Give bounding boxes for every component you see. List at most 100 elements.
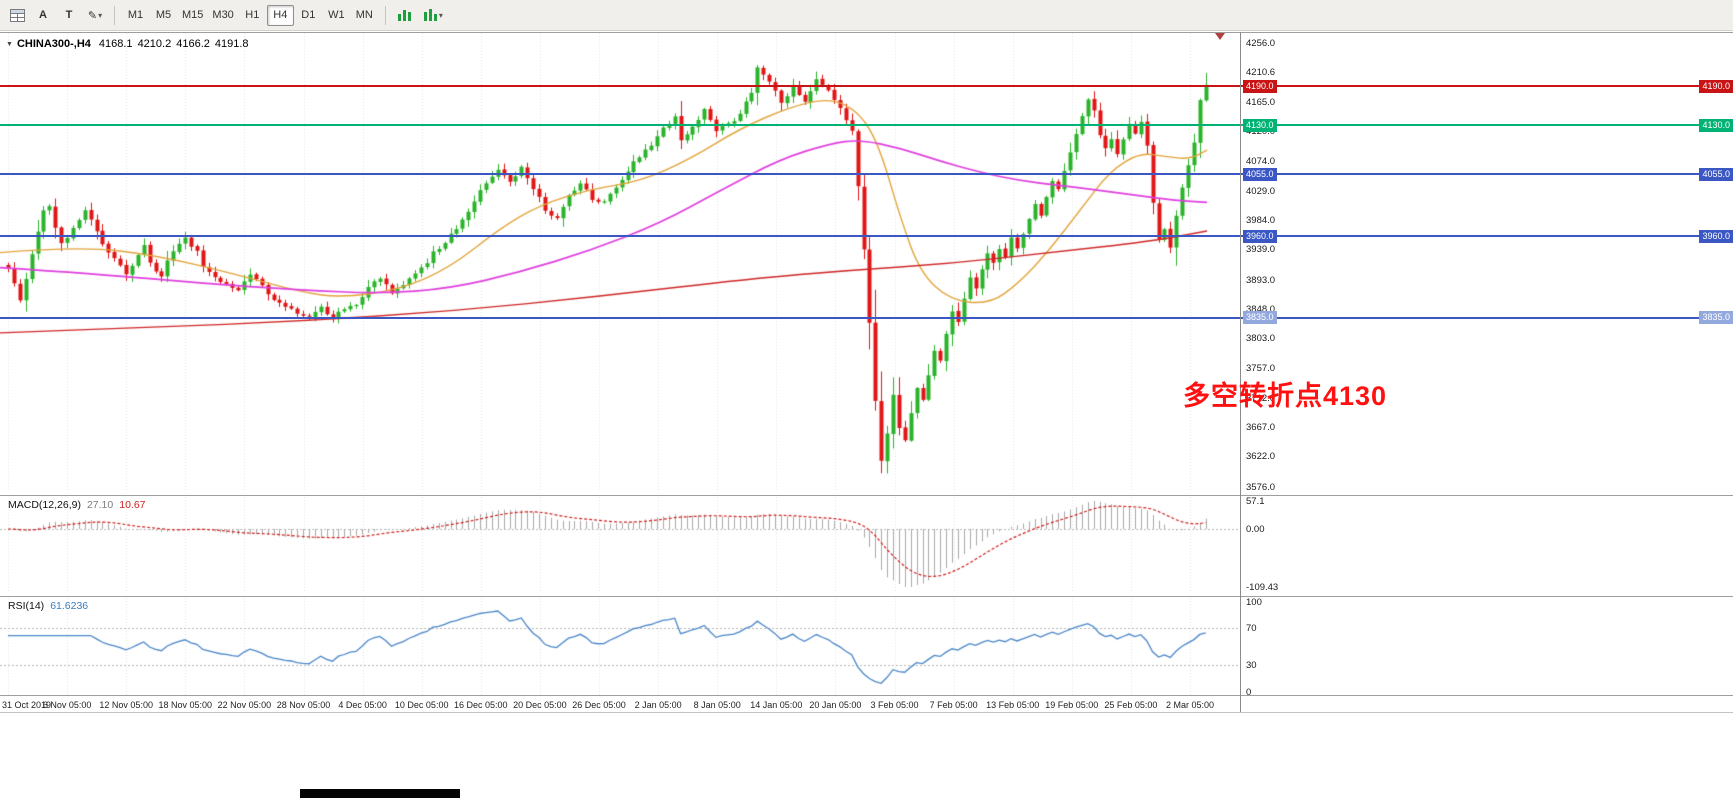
price-tick-label: 3757.0 <box>1246 363 1276 375</box>
toolbar: A T ✎ ▾ M1 M5 M15 M30 H1 H4 D1 W1 MN ▾ <box>0 0 1733 31</box>
chart-title: ▼ CHINA300-,H4 4168.1 4210.2 4166.2 4191.8 <box>6 38 254 50</box>
macd-canvas[interactable] <box>0 497 1240 591</box>
main-chart-canvas[interactable] <box>0 33 1240 491</box>
timeframe-button-h4[interactable]: H4 <box>266 4 294 26</box>
price-badge-right-4130.0: 4130.0 <box>1699 118 1733 132</box>
chart-shift-marker[interactable] <box>1215 33 1225 40</box>
date-tick-label: 31 Oct 2019 <box>2 700 52 710</box>
timeframe-button-w1[interactable]: W1 <box>328 9 345 21</box>
price-badge-right-4190.0: 4190.0 <box>1699 79 1733 93</box>
timeframe-button-d1[interactable]: D1 <box>301 9 316 21</box>
timeframe-button-m5[interactable]: M5 <box>155 9 172 21</box>
price-badge-3960.0: 3960.0 <box>1243 229 1277 243</box>
bottom-bar-artifact <box>300 789 460 798</box>
macd-name: MACD(12,26,9) <box>8 499 81 511</box>
date-tick-label: 19 Feb 05:00 <box>1045 700 1099 710</box>
macd-main-value: 27.10 <box>86 499 114 511</box>
date-tick-label: 28 Nov 05:00 <box>276 700 331 710</box>
date-tick-label: 2 Mar 05:00 <box>1165 700 1215 710</box>
low-value: 4166.2 <box>176 38 210 50</box>
chart-type-icon[interactable] <box>393 5 417 26</box>
toolbar-separator <box>384 5 386 25</box>
date-tick-label: 22 Nov 05:00 <box>217 700 272 710</box>
price-tick-label: 4120.0 <box>1246 126 1276 138</box>
price-badge-right-4055.0: 4055.0 <box>1699 167 1733 181</box>
open-value: 4168.1 <box>98 38 133 50</box>
date-tick-label: 16 Dec 05:00 <box>454 700 508 710</box>
macd-axis-label: 57.1 <box>1246 495 1265 507</box>
price-badge-right-3835.0: 3835.0 <box>1699 311 1733 325</box>
date-tick-label: 7 Feb 05:00 <box>929 700 978 710</box>
indicators-icon[interactable]: ▾ <box>419 5 447 26</box>
price-tick-label: 4165.0 <box>1246 96 1276 108</box>
rsi-label: RSI(14) 61.6236 <box>8 600 88 612</box>
draw-tool-button[interactable]: ✎ ▾ <box>83 5 107 26</box>
date-tick-label: 10 Dec 05:00 <box>394 700 449 710</box>
rsi-axis-label: 100 <box>1246 596 1262 608</box>
date-tick-label: 20 Jan 05:00 <box>809 700 862 710</box>
time-axis-separator <box>0 695 1733 696</box>
hline-4190.0[interactable] <box>0 85 1733 88</box>
date-tick-label: 26 Dec 05:00 <box>572 700 626 710</box>
rsi-panel-separator[interactable] <box>0 596 1733 597</box>
timeframe-button-m15[interactable]: M15 <box>182 9 204 21</box>
chevron-down-icon: ▾ <box>438 10 443 20</box>
collapse-icon[interactable]: ▼ <box>6 40 13 48</box>
timeframe-button-h1[interactable]: H1 <box>245 9 260 21</box>
pointer-tool-button[interactable]: A <box>39 9 47 21</box>
rsi-axis-label: 0 <box>1246 686 1252 698</box>
grid-icon[interactable] <box>5 5 29 26</box>
date-tick-label: 25 Feb 05:00 <box>1104 700 1158 710</box>
text-tool-button[interactable]: T <box>65 9 73 21</box>
pen-icon: ✎ <box>87 9 98 22</box>
price-badge-right-3960.0: 3960.0 <box>1699 229 1733 243</box>
rsi-axis-label: 30 <box>1246 659 1257 671</box>
hline-3960.0[interactable] <box>0 235 1733 238</box>
toolbar-separator <box>114 5 115 25</box>
rsi-axis-label: 70 <box>1246 622 1257 634</box>
timeframe-button-m1[interactable]: M1 <box>127 9 144 21</box>
symbol-label: CHINA300-,H4 <box>16 38 91 50</box>
price-axis-border <box>1240 32 1241 712</box>
rsi-canvas[interactable] <box>0 598 1240 695</box>
price-tick-label: 3893.0 <box>1246 274 1276 286</box>
macd-label: MACD(12,26,9) 27.10 10.67 <box>8 499 146 511</box>
price-badge-4055.0: 4055.0 <box>1243 167 1277 181</box>
price-tick-label: 3576.0 <box>1246 481 1276 493</box>
macd-axis-label: -109.43 <box>1246 581 1279 593</box>
date-tick-label: 8 Jan 05:00 <box>693 700 741 710</box>
annotation-text: 多空转折点4130 <box>1183 381 1388 411</box>
price-tick-label: 3848.0 <box>1246 303 1276 315</box>
chevron-down-icon: ▾ <box>98 10 103 20</box>
date-tick-label: 12 Nov 05:00 <box>99 700 153 710</box>
close-value: 4191.8 <box>214 38 249 50</box>
date-tick-label: 14 Jan 05:00 <box>750 700 803 710</box>
rsi-value: 61.6236 <box>50 600 89 612</box>
price-tick-label: 4074.0 <box>1246 156 1276 168</box>
date-tick-label: 13 Feb 05:00 <box>986 700 1040 710</box>
timeframe-buttons: M1 M5 M15 M30 H1 H4 D1 W1 MN <box>122 4 378 26</box>
macd-panel-separator[interactable] <box>0 495 1733 496</box>
price-tick-label: 3667.0 <box>1246 422 1276 434</box>
price-tick-label: 3622.0 <box>1246 451 1276 463</box>
price-tick-label: 4256.0 <box>1246 37 1276 49</box>
date-tick-label: 20 Dec 05:00 <box>513 700 567 710</box>
date-tick-label: 18 Nov 05:00 <box>158 700 213 710</box>
price-tick-label: 3939.0 <box>1246 244 1276 256</box>
hline-4055.0[interactable] <box>0 173 1733 176</box>
price-badge-4130.0: 4130.0 <box>1243 118 1277 132</box>
price-tick-label: 3984.0 <box>1246 215 1276 227</box>
timeframe-button-mn[interactable]: MN <box>355 9 373 21</box>
high-value: 4210.2 <box>137 38 172 50</box>
hline-4130.0[interactable] <box>0 124 1733 127</box>
date-tick-label: 3 Feb 05:00 <box>870 700 919 710</box>
timeframe-button-m30[interactable]: M30 <box>212 9 234 21</box>
hline-3835.0[interactable] <box>0 316 1733 319</box>
date-tick-label: 2 Jan 05:00 <box>634 700 682 710</box>
chart-top-border <box>0 32 1733 33</box>
macd-axis-label: 0.00 <box>1246 523 1265 535</box>
price-tick-label: 3803.0 <box>1246 333 1276 345</box>
price-badge-3835.0: 3835.0 <box>1243 311 1277 325</box>
date-tick-label: 6 Nov 05:00 <box>42 700 92 710</box>
